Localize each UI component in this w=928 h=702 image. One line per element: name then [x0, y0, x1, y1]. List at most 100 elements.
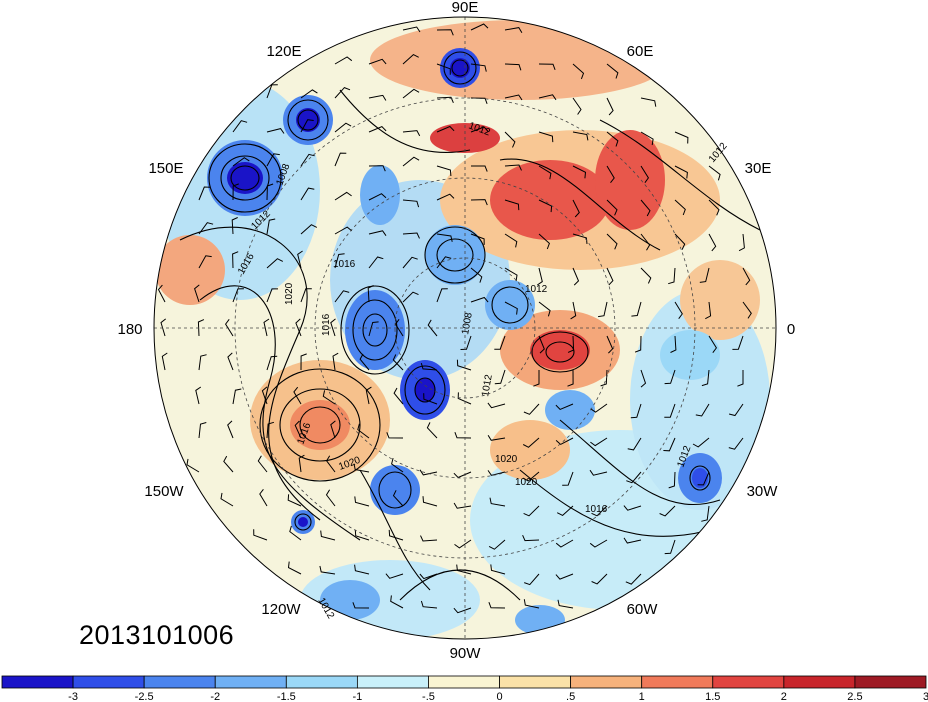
wind-barb [266, 288, 278, 303]
colorbar-tick-label: .5 [566, 691, 575, 702]
wind-barb [266, 84, 278, 99]
colorbar-segment [499, 675, 572, 689]
lon-label-180: 180 [117, 321, 142, 338]
wind-barb [295, 318, 302, 337]
wind-barb [334, 56, 353, 65]
wind-barb [454, 432, 472, 439]
wind-barb [198, 255, 212, 269]
isobar-label: 1020 [515, 477, 538, 488]
wind-barb [470, 296, 489, 303]
wind-barb [232, 251, 239, 269]
colorbar-tick-label: 2.5 [847, 691, 862, 702]
wind-barb [385, 573, 404, 579]
wind-barb [402, 130, 421, 137]
wind-barb [488, 539, 506, 550]
wind-barbs [157, 23, 752, 614]
colorbar-segment [72, 675, 145, 689]
wind-barb [533, 370, 540, 387]
wind-barb [664, 403, 676, 418]
wind-barb [470, 199, 488, 206]
wind-barb [266, 153, 280, 167]
wind-barb [266, 355, 278, 371]
wind-barb [562, 471, 574, 486]
wind-barb [436, 165, 452, 177]
wind-barb [402, 232, 420, 239]
wind-barb [300, 89, 318, 99]
lon-label-30e: 30E [745, 160, 772, 177]
isobar-label: 1012 [525, 284, 548, 295]
wind-barb [198, 222, 214, 235]
wind-barb [402, 199, 420, 208]
wind-barb [732, 335, 744, 350]
wind-barb [261, 386, 268, 405]
colorbar-segment [214, 675, 287, 689]
colorbar-segment [285, 675, 358, 689]
wind-barb [334, 191, 352, 201]
wind-barb [198, 422, 207, 439]
wind-barb [742, 301, 752, 319]
wind-barb [368, 230, 387, 236]
wind-barb [266, 183, 274, 201]
wind-barb [391, 457, 404, 473]
graticule [154, 17, 776, 639]
wind-barb [368, 256, 384, 269]
wind-barb [708, 233, 717, 252]
wind-barb [742, 267, 751, 286]
wind-barb [668, 267, 676, 285]
wind-barb [419, 573, 438, 580]
wind-barb [674, 199, 686, 216]
wind-barb [470, 63, 487, 72]
wind-barb [674, 131, 689, 144]
isobar-label: 1016 [585, 504, 608, 515]
wind-barb [701, 369, 710, 387]
wind-barb [699, 267, 710, 283]
wind-barb [606, 233, 618, 250]
wind-barb [402, 26, 421, 33]
wind-barb [454, 539, 472, 549]
wind-barb [570, 301, 577, 320]
wind-barb [555, 573, 574, 580]
wind-barb [456, 564, 472, 575]
wind-barb [555, 437, 574, 446]
wind-barb [572, 267, 580, 286]
wind-barb [293, 386, 302, 405]
wind-barb [353, 463, 370, 473]
isobar-label: 1016 [321, 313, 332, 336]
wind-barb [470, 126, 489, 133]
wind-barb [670, 335, 677, 353]
wind-barb [664, 539, 676, 555]
wind-barb [504, 27, 523, 33]
wind-barb [538, 165, 552, 180]
wind-barb [334, 226, 353, 235]
wind-barb [589, 539, 608, 548]
lon-label-60e: 60E [627, 43, 654, 60]
wind-barb [664, 369, 676, 385]
wind-barb [436, 96, 454, 103]
wind-barb [634, 335, 642, 353]
wind-barb [674, 301, 683, 319]
wind-barb [436, 256, 452, 269]
isobar-label: 1020 [495, 454, 518, 465]
wind-barb [300, 119, 314, 133]
lon-label-120w: 120W [261, 601, 301, 618]
wind-barb [606, 97, 614, 116]
wind-barb [334, 152, 347, 167]
wind-barb [728, 403, 744, 417]
wind-barb [701, 505, 710, 522]
wind-barb [572, 199, 580, 218]
wind-barb [590, 403, 608, 413]
wind-barb [402, 291, 419, 303]
wind-barb [266, 218, 276, 235]
wind-barb [627, 437, 642, 451]
wind-barb [352, 602, 370, 609]
wind-barb [453, 502, 472, 509]
wind-barb [368, 193, 387, 201]
wind-barb [504, 94, 523, 101]
wind-barb [708, 165, 721, 181]
wind-barb [294, 420, 302, 439]
lon-label-150e: 150E [148, 160, 183, 177]
wind-barb [590, 437, 608, 447]
wind-barb [195, 386, 202, 405]
map-boundary [153, 16, 777, 640]
